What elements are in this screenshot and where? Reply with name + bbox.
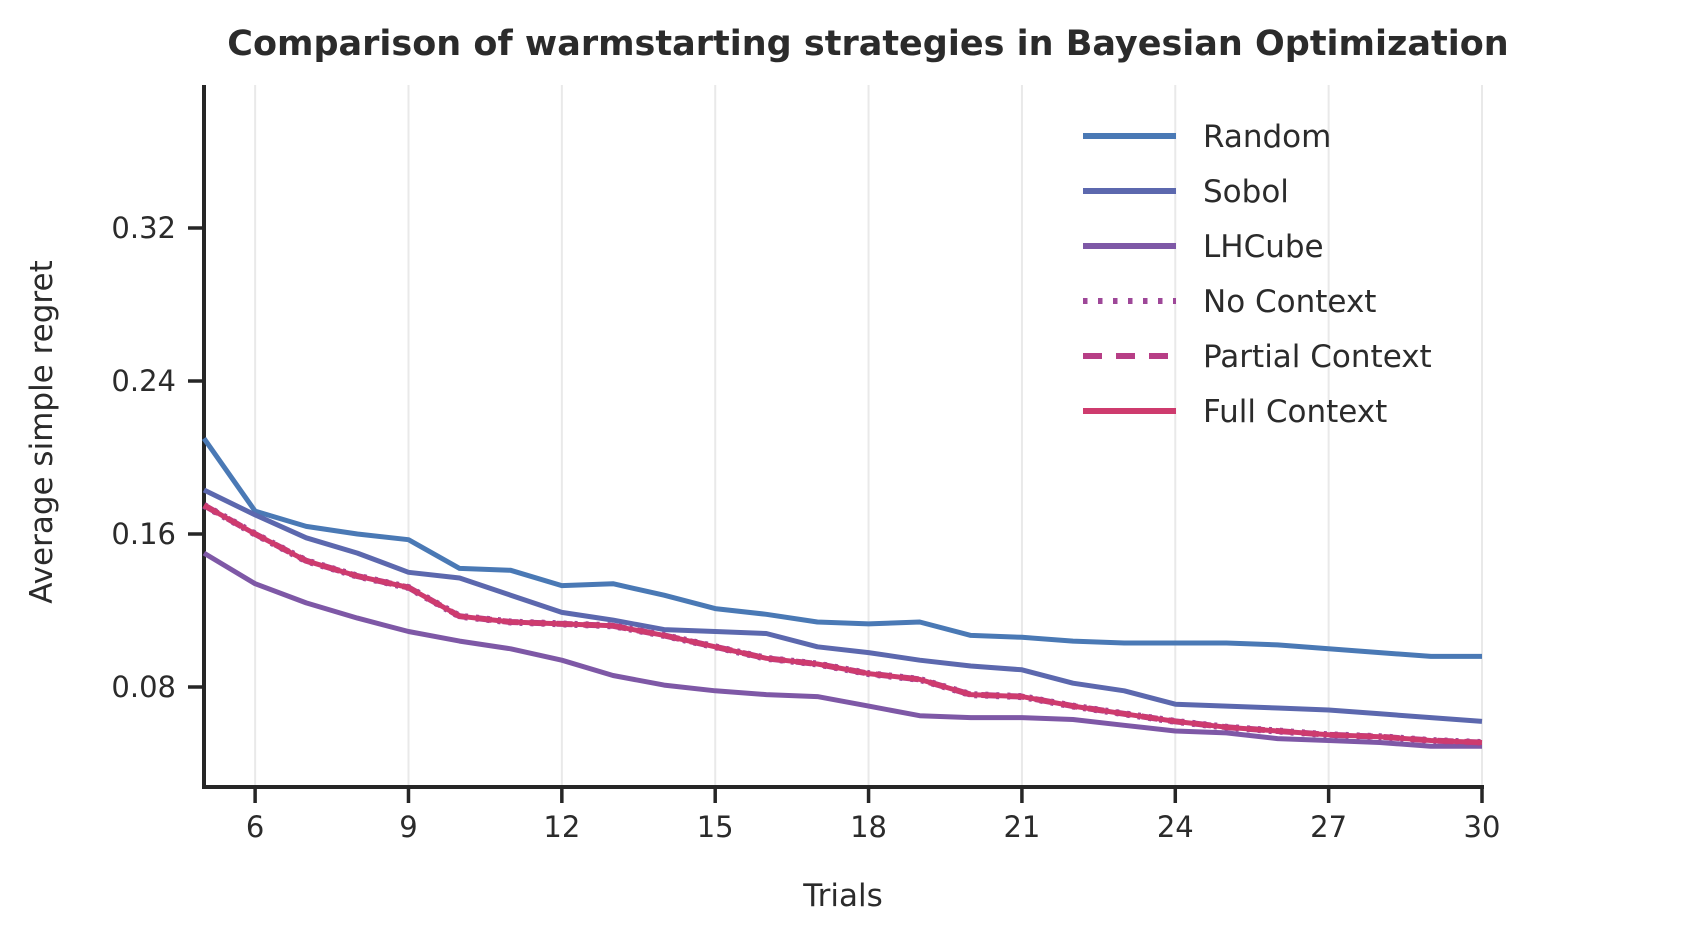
legend-label: Full Context xyxy=(1203,394,1387,430)
x-tick-label: 15 xyxy=(697,810,734,844)
series-line-sobol xyxy=(202,487,1483,724)
x-tick-label: 27 xyxy=(1310,810,1347,844)
y-axis-label: Average simple regret xyxy=(24,260,60,604)
series-line-lhcube xyxy=(202,550,1482,749)
axes-spines xyxy=(202,85,1484,789)
legend-entry-sobol: Sobol xyxy=(1083,174,1289,210)
series-line-random xyxy=(201,436,1482,659)
legend-label: LHCube xyxy=(1203,229,1324,265)
x-tick-label: 21 xyxy=(1003,810,1040,844)
series-line-full-context xyxy=(202,503,1483,745)
gridlines xyxy=(254,85,1483,787)
legend-entry-random: Random xyxy=(1083,119,1331,155)
series-lines xyxy=(201,436,1483,749)
chart-title: Comparison of warmstarting strategies in… xyxy=(227,24,1509,64)
legend-entry-partial-context: Partial Context xyxy=(1083,339,1432,375)
legend-entry-lhcube: LHCube xyxy=(1083,229,1324,265)
legend-label: No Context xyxy=(1203,284,1376,320)
x-tick-label: 18 xyxy=(850,810,887,844)
legend-label: Partial Context xyxy=(1203,339,1432,375)
y-tick-label: 0.16 xyxy=(111,517,176,551)
y-tick-label: 0.24 xyxy=(111,364,176,398)
y-tick-label: 0.08 xyxy=(111,670,176,704)
legend-entry-no-context: No Context xyxy=(1083,284,1376,320)
axis-ticks: 6 9 12 15 18 21 24 27 30 0.08 0.16 0.24 0.32 xyxy=(111,211,1500,844)
x-axis-label: Trials xyxy=(803,878,883,914)
x-tick-label: 30 xyxy=(1464,810,1501,844)
legend: Random Sobol LHCube No Context Partial Conte… xyxy=(1083,119,1432,430)
legend-entry-full-context: Full Context xyxy=(1083,394,1387,430)
x-tick-label: 12 xyxy=(543,810,580,844)
x-tick-label: 6 xyxy=(246,810,264,844)
y-tick-label: 0.32 xyxy=(111,211,176,245)
legend-label: Sobol xyxy=(1203,174,1289,210)
x-tick-label: 9 xyxy=(399,810,417,844)
x-tick-label: 24 xyxy=(1157,810,1194,844)
legend-label: Random xyxy=(1203,119,1331,155)
